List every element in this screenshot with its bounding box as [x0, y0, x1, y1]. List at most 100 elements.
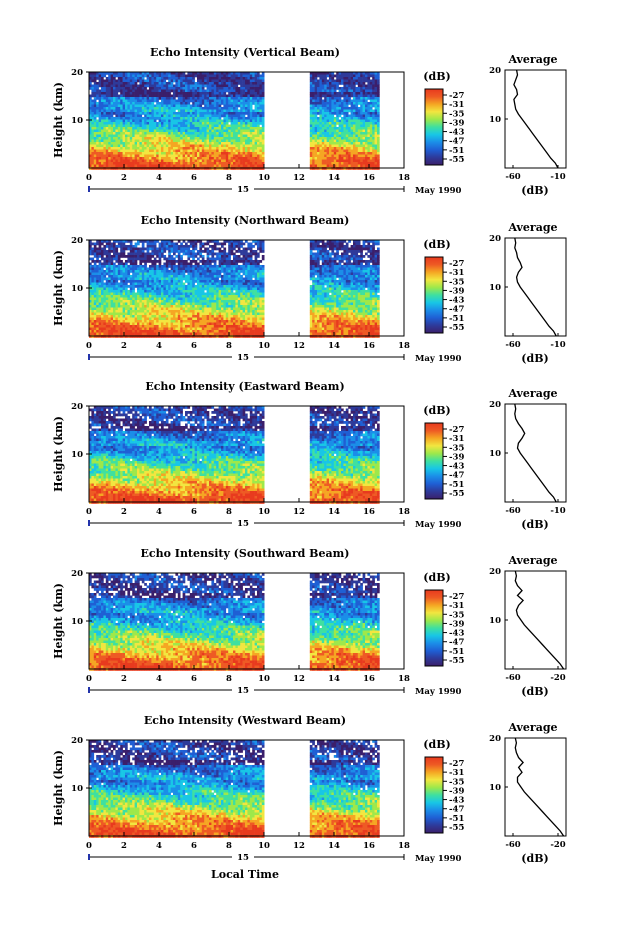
x-tick-label: 14	[328, 341, 340, 351]
profile-y-tick: 10	[489, 616, 501, 626]
profile-line	[515, 738, 563, 836]
heatmap-cells	[89, 240, 380, 338]
profile-frame	[505, 404, 566, 502]
profile-title: Average	[507, 221, 557, 234]
colorbar	[425, 757, 443, 833]
x-tick-label: 6	[191, 173, 197, 183]
x-tick-label: 16	[363, 841, 375, 851]
x-tick-label: 4	[156, 173, 162, 183]
x-tick-label: 14	[328, 507, 340, 517]
panel-title: Echo Intensity (Westward Beam)	[144, 714, 346, 727]
profile-line	[515, 404, 556, 502]
x-tick-label: 6	[191, 841, 197, 851]
x-tick-label: 12	[293, 341, 305, 351]
colorbar-unit: (dB)	[423, 571, 450, 584]
x-tick-label: 14	[328, 173, 340, 183]
x-tick-label: 4	[156, 674, 162, 684]
y-tick-label: 10	[71, 450, 83, 460]
date-label: May 1990	[415, 186, 462, 196]
x-tick-label: 0	[86, 674, 92, 684]
y-tick-label: 20	[71, 736, 83, 746]
x-tick-label: 16	[363, 341, 375, 351]
panel-title: Echo Intensity (Northward Beam)	[141, 214, 350, 227]
colorbar-unit: (dB)	[423, 238, 450, 251]
x-tick-label: 6	[191, 507, 197, 517]
heatmap-cells	[89, 72, 380, 170]
date-marker: 15	[237, 353, 249, 363]
date-marker: 15	[237, 185, 249, 195]
colorbar	[425, 257, 443, 333]
profile-frame	[505, 738, 566, 836]
colorbar-unit: (dB)	[423, 738, 450, 751]
date-marker: 15	[237, 686, 249, 696]
heatmap-cells	[89, 740, 380, 838]
colorbar-unit: (dB)	[423, 404, 450, 417]
colorbar	[425, 423, 443, 499]
profile-frame	[505, 571, 566, 669]
colorbar-tick: -55	[449, 155, 464, 165]
x-tick-label: 16	[363, 507, 375, 517]
date-marker: 15	[237, 519, 249, 529]
profile-x-tick: -60	[505, 840, 520, 850]
x-tick-label: 18	[398, 841, 410, 851]
panel-2: Echo Intensity (Northward Beam)0 2 4 6 8 10 12…	[52, 214, 566, 365]
date-label: May 1990	[415, 854, 462, 864]
date-marker: 15	[237, 853, 249, 863]
profile-x-tick: -60	[505, 172, 520, 182]
panel-5: Echo Intensity (Westward Beam)0 2 4 6 8 10 12 1…	[52, 714, 566, 865]
x-tick-label: 8	[226, 841, 232, 851]
date-label: May 1990	[415, 687, 462, 697]
profile-y-tick: 20	[489, 734, 501, 744]
profile-x-label: (dB)	[521, 518, 548, 531]
y-tick-label: 20	[71, 569, 83, 579]
profile-title: Average	[507, 721, 557, 734]
x-tick-label: 18	[398, 173, 410, 183]
panel-4: Echo Intensity (Southward Beam)0 2 4 6 8 10 12…	[52, 547, 566, 698]
profile-x-tick: -60	[505, 673, 520, 683]
y-tick-label: 20	[71, 236, 83, 246]
profile-title: Average	[507, 554, 557, 567]
profile-y-tick: 10	[489, 283, 501, 293]
x-tick-label: 2	[121, 674, 127, 684]
x-tick-label: 10	[258, 507, 270, 517]
y-axis-label: Height (km)	[52, 82, 65, 158]
x-tick-label: 10	[258, 173, 270, 183]
profile-x-tick: -60	[505, 506, 520, 516]
x-tick-label: 0	[86, 507, 92, 517]
panel-title: Echo Intensity (Southward Beam)	[141, 547, 350, 560]
colorbar-tick: -55	[449, 823, 464, 833]
y-axis-label: Height (km)	[52, 250, 65, 326]
x-tick-label: 0	[86, 173, 92, 183]
profile-frame	[505, 238, 566, 336]
x-tick-label: 18	[398, 341, 410, 351]
x-tick-label: 10	[258, 341, 270, 351]
x-tick-label: 8	[226, 173, 232, 183]
profile-x-label: (dB)	[521, 184, 548, 197]
x-tick-label: 0	[86, 841, 92, 851]
heatmap-cells	[89, 406, 380, 504]
x-tick-label: 4	[156, 841, 162, 851]
x-tick-label: 2	[121, 841, 127, 851]
x-tick-label: 12	[293, 674, 305, 684]
profile-y-tick: 20	[489, 66, 501, 76]
x-tick-label: 2	[121, 173, 127, 183]
profile-x-tick: -60	[505, 340, 520, 350]
profile-x-label: (dB)	[521, 685, 548, 698]
profile-title: Average	[507, 387, 557, 400]
panel-3: Echo Intensity (Eastward Beam)0 2 4 6 8 10 12 1…	[52, 380, 566, 531]
heatmap-cells	[89, 573, 380, 671]
profile-x-tick: -10	[550, 340, 565, 350]
colorbar-tick: -55	[449, 489, 464, 499]
x-tick-label: 16	[363, 173, 375, 183]
profile-y-tick: 20	[489, 400, 501, 410]
x-tick-label: 2	[121, 507, 127, 517]
y-tick-label: 20	[71, 68, 83, 78]
x-tick-label: 18	[398, 674, 410, 684]
profile-y-tick: 10	[489, 115, 501, 125]
date-label: May 1990	[415, 520, 462, 530]
colorbar-tick: -55	[449, 323, 464, 333]
x-tick-label: 16	[363, 674, 375, 684]
profile-title: Average	[507, 53, 557, 66]
profile-x-tick: -20	[550, 673, 565, 683]
profile-y-tick: 10	[489, 783, 501, 793]
